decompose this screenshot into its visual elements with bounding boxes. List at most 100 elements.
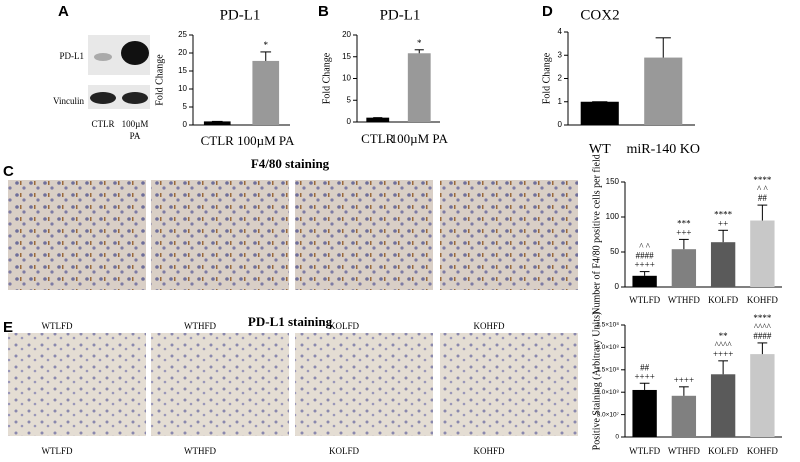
micrograph: [295, 333, 433, 436]
panel-letter: E: [3, 319, 13, 336]
bar: [671, 249, 697, 287]
blot-lane-label: 100µM: [122, 119, 149, 129]
significance-label: *: [417, 38, 422, 48]
bar: [644, 57, 683, 126]
y-tick-label: 0: [183, 120, 188, 129]
y-tick-label: 15: [178, 66, 187, 75]
micrograph: [440, 180, 578, 290]
bar: [407, 53, 431, 122]
y-axis-label: Number of F4/80 positive cells per field: [591, 154, 602, 315]
blot-row-label: PD-L1: [60, 51, 85, 61]
x-tick-label: CTLR: [361, 131, 395, 146]
chart-title: COX2: [580, 7, 619, 23]
bar: [750, 220, 775, 287]
y-tick-label: 1: [558, 97, 563, 106]
x-tick-label: 100µM PA: [237, 133, 295, 148]
blot-lane-label: PA: [130, 131, 141, 141]
y-tick-label: 0: [347, 117, 352, 126]
micrograph: [295, 180, 433, 290]
significance-label: ##: [640, 362, 650, 372]
y-tick-label: 1.0×10⁸: [596, 389, 619, 396]
bar: [203, 121, 231, 125]
significance-label: ##: [758, 193, 768, 203]
panel-letter: A: [58, 3, 69, 20]
micrograph: [151, 333, 289, 436]
y-axis-label: Fold Change: [154, 54, 165, 106]
y-tick-label: 4: [558, 27, 563, 36]
image-caption: KOLFD: [329, 446, 360, 456]
significance-label: *: [264, 40, 269, 50]
x-tick-label: KOLFD: [708, 295, 739, 305]
y-axis-label: Fold Change: [541, 52, 552, 104]
blot-row-label: Vinculin: [53, 96, 84, 106]
significance-label: ++++: [713, 349, 733, 359]
x-tick-label: WT: [589, 142, 611, 157]
significance-label: +++: [676, 227, 691, 237]
y-tick-label: 1.5×10⁸: [596, 367, 619, 374]
y-tick-label: 25: [178, 30, 187, 39]
panel-letter: D: [542, 3, 553, 20]
significance-label: ####: [753, 331, 772, 341]
y-tick-label: 20: [178, 48, 187, 57]
y-tick-label: 20: [342, 30, 351, 39]
significance-label: ^^^^: [754, 322, 772, 332]
bar: [632, 389, 657, 437]
x-tick-label: WTHFD: [668, 295, 700, 305]
blot-band: [94, 53, 112, 61]
image-caption: KOLFD: [329, 321, 360, 331]
x-tick-label: KOHFD: [747, 446, 779, 456]
micrograph: [440, 333, 578, 436]
y-tick-label: 5: [347, 95, 352, 104]
chart-title: PD-L1: [380, 7, 421, 23]
y-tick-label: 2: [558, 74, 563, 83]
section-title: PD-L1 staining: [248, 314, 333, 329]
x-tick-label: KOLFD: [708, 446, 739, 456]
y-tick-label: 2.5×10⁸: [596, 322, 619, 329]
significance-label: ++++: [634, 371, 654, 381]
y-tick-label: 0: [615, 282, 620, 291]
panel-letter: B: [318, 3, 329, 20]
y-tick-label: 10: [178, 84, 187, 93]
image-caption: WTHFD: [184, 321, 216, 331]
blot-band: [90, 92, 116, 104]
bar: [580, 101, 619, 125]
bar: [710, 242, 736, 287]
significance-label: ****: [753, 313, 772, 323]
significance-label: ^ ^: [757, 184, 768, 194]
bar: [252, 60, 280, 125]
y-tick-label: 0: [558, 120, 563, 129]
micrograph: [151, 180, 289, 290]
significance-label: ++++: [674, 375, 694, 385]
x-tick-label: WTLFD: [629, 446, 660, 456]
y-tick-label: 10: [342, 74, 351, 83]
panel-letter: C: [3, 163, 14, 180]
image-caption: WTLFD: [42, 446, 73, 456]
x-tick-label: WTLFD: [629, 295, 660, 305]
y-tick-label: 2.0×10⁸: [596, 344, 619, 351]
bar: [750, 354, 775, 437]
x-tick-label: CTLR: [201, 133, 235, 148]
blot-lane-label: CTLR: [91, 119, 114, 129]
bar: [671, 395, 697, 437]
y-tick-label: 5.0×10⁷: [597, 411, 620, 418]
bar: [710, 374, 736, 437]
x-tick-label: miR-140 KO: [627, 142, 701, 157]
image-caption: KOHFD: [473, 321, 505, 331]
x-tick-label: KOHFD: [747, 295, 779, 305]
x-tick-label: WTHFD: [668, 446, 700, 456]
bar: [632, 275, 657, 287]
section-title: F4/80 staining: [251, 156, 330, 171]
y-tick-label: 150: [606, 177, 620, 186]
micrograph: [8, 180, 146, 290]
x-tick-label: 100µM PA: [391, 131, 449, 146]
significance-label: ^^^^: [715, 340, 733, 350]
y-tick-label: 100: [606, 212, 620, 221]
significance-label: ^ ^: [639, 242, 650, 252]
y-axis-label: Fold Change: [321, 52, 332, 104]
y-tick-label: 15: [342, 52, 351, 61]
significance-label: ****: [753, 175, 772, 185]
bar: [366, 117, 390, 122]
significance-label: ####: [636, 251, 655, 261]
significance-label: ***: [677, 218, 691, 228]
